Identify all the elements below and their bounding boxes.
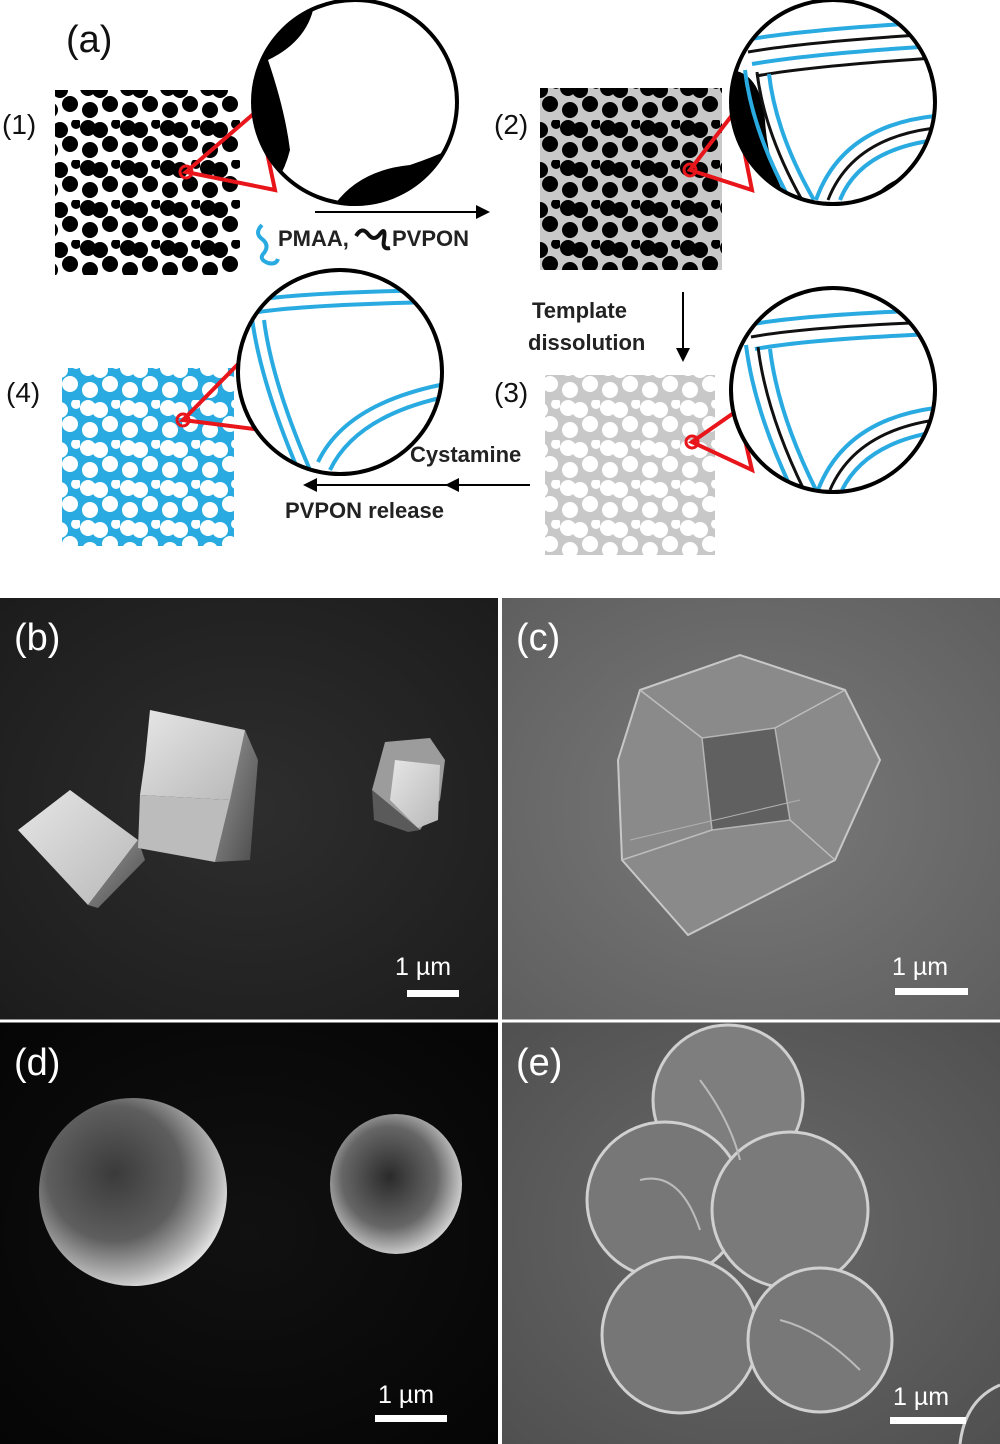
step-3-label: (3) bbox=[494, 377, 528, 408]
legend-pvpon-text: PVPON bbox=[392, 226, 469, 251]
step-4-label: (4) bbox=[6, 377, 40, 408]
scale-bar-d bbox=[375, 1415, 447, 1422]
scale-bar-text-e: 1 µm bbox=[893, 1383, 949, 1411]
cube-particle bbox=[18, 790, 138, 905]
panel-e-label: (e) bbox=[516, 1042, 562, 1084]
zoom-circle-1 bbox=[251, 0, 459, 206]
dissolution-label: dissolution bbox=[528, 330, 645, 355]
flattened-sphere-capsule bbox=[710, 1130, 870, 1290]
scale-bar-text-d: 1 µm bbox=[378, 1381, 434, 1409]
panel-c-label: (c) bbox=[516, 617, 560, 659]
pvpon-release-label: PVPON release bbox=[285, 498, 444, 523]
legend-pmaa-text: PMAA, bbox=[278, 226, 349, 251]
sem-panel-d: (d) 1 µm bbox=[0, 1022, 498, 1444]
scale-bar-text-b: 1 µm bbox=[395, 953, 451, 981]
zoom-circle-4 bbox=[236, 268, 444, 476]
scale-bar-e bbox=[890, 1417, 966, 1424]
flattened-sphere-capsule bbox=[600, 1255, 760, 1415]
template-label: Template bbox=[532, 298, 627, 323]
sem-panel-c: (c) 1 µm bbox=[502, 598, 1000, 1020]
panel-a: (a) (1) PMAA, PVPON (2) bbox=[2, 0, 937, 555]
scale-bar-text-c: 1 µm bbox=[892, 953, 948, 981]
sphere-particle bbox=[39, 1098, 227, 1286]
panel-a-label: (a) bbox=[66, 19, 112, 61]
pvpon-legend-icon bbox=[354, 228, 391, 251]
template-black-particles bbox=[55, 90, 240, 275]
step-1-label: (1) bbox=[2, 109, 36, 140]
sem-panel-b: (b) 1 µm bbox=[0, 598, 498, 1020]
cystamine-label: Cystamine bbox=[410, 442, 521, 467]
scale-bar-b bbox=[407, 990, 459, 997]
pmaa-legend-icon bbox=[256, 223, 280, 266]
zoom-circle-3 bbox=[729, 286, 937, 494]
step-2-label: (2) bbox=[494, 109, 528, 140]
capsule-network-grey bbox=[545, 375, 715, 555]
panel-b-label: (b) bbox=[14, 617, 60, 659]
zoom-circle-2 bbox=[729, 0, 937, 206]
panel-d-label: (d) bbox=[14, 1042, 60, 1084]
cube-particle bbox=[140, 710, 245, 800]
sphere-particle bbox=[330, 1114, 462, 1254]
flattened-sphere-capsule bbox=[746, 1266, 894, 1414]
scale-bar-c bbox=[895, 988, 968, 995]
sem-panel-e: (e) 1 µm bbox=[502, 1022, 1000, 1444]
template-coated-particles bbox=[540, 88, 722, 270]
